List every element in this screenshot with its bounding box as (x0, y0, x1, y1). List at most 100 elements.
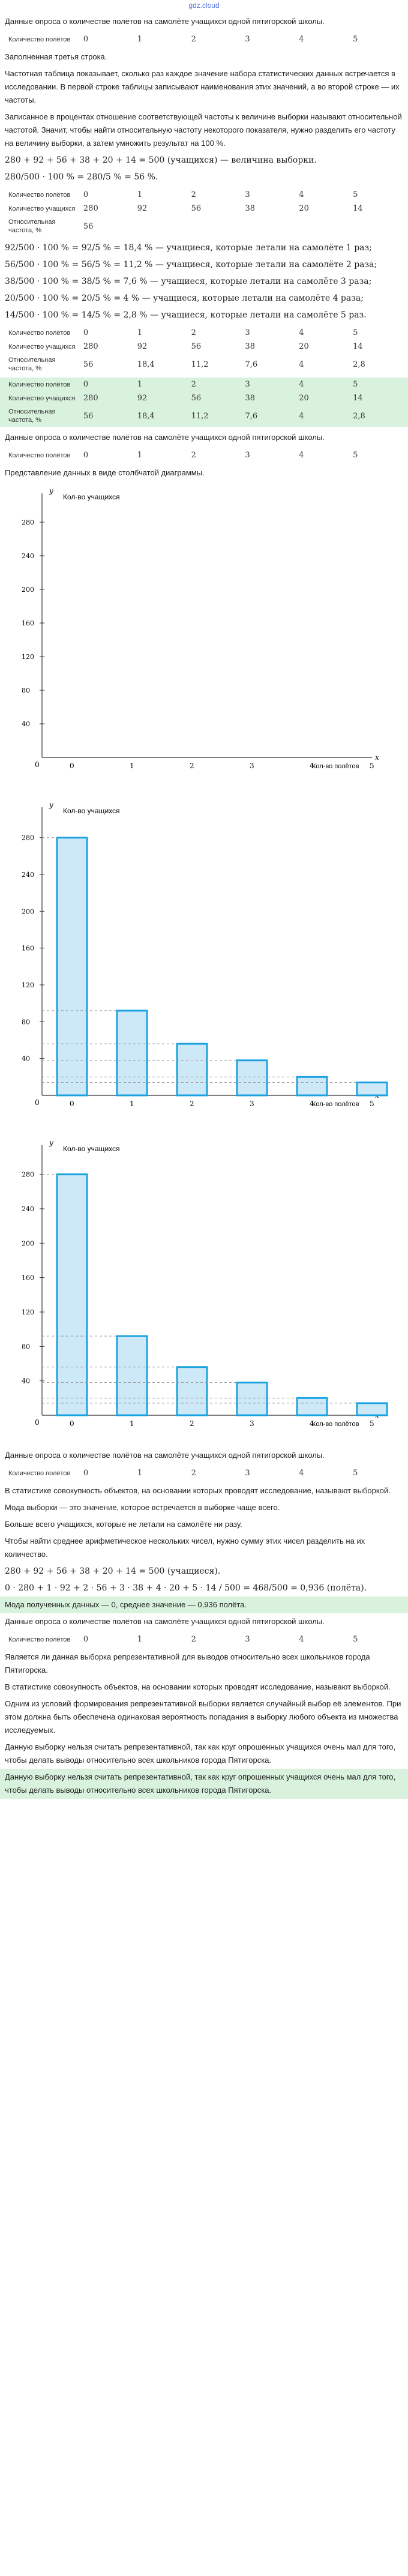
cell: 3 (245, 1469, 250, 1478)
site-header[interactable]: gdz.cloud (188, 1, 220, 10)
cell: 4 (299, 1469, 304, 1478)
y-tick-label: 40 (22, 1055, 30, 1063)
y-axis-label: Кол-во учащихся (63, 807, 120, 815)
formula: 280/500 · 100 % = 280/5 % = 56 %. (5, 172, 158, 182)
x-tick-label: 2 (190, 1419, 194, 1428)
x-tick-label: 0 (70, 762, 74, 770)
row-label: Количество полётов (8, 35, 71, 43)
paragraph: Заполненная третья строка. (5, 52, 107, 61)
paragraph: Является ли данная выборка репрезентатив… (5, 1652, 370, 1675)
cell: 2 (191, 190, 196, 199)
diagram-caption: Представление данных в виде столбчатой д… (5, 468, 205, 477)
x-tick-label: 2 (190, 1100, 194, 1108)
bar (236, 1059, 268, 1097)
cell: 1 (137, 1635, 142, 1644)
y-axis-letter: y (49, 801, 53, 809)
calc-line: 14/500 · 100 % = 14/5 % = 2,8 % — учащие… (5, 310, 367, 320)
cell: 1 (137, 35, 142, 44)
y-tick-label: 120 (22, 653, 34, 661)
bar (116, 1010, 148, 1097)
survey-table-1: Количество полётов 0 1 2 3 4 5 (5, 32, 403, 46)
row-label: Количество учащихся (8, 205, 76, 212)
bar (356, 1402, 388, 1416)
row-label: Количество полётов (8, 451, 71, 459)
cell: 3 (245, 190, 250, 199)
cell: 2,8 (353, 360, 365, 369)
cell: 14 (353, 342, 363, 351)
frequency-table-answer: Количество полётов 0 1 2 3 4 5 Количество учащ… (5, 378, 403, 427)
x-axis-letter: x (375, 753, 379, 762)
x-tick-label: 4 (310, 1419, 314, 1428)
paragraph: Одним из условий формирования репрезента… (5, 1699, 401, 1735)
cell: 4 (299, 411, 304, 421)
section-intro: Данные опроса о количестве полётов на са… (5, 1617, 325, 1626)
formula: 280 + 92 + 56 + 38 + 20 + 14 = 500 (учащ… (5, 155, 317, 165)
cell: 5 (353, 35, 358, 44)
cell: 14 (353, 204, 363, 213)
y-axis-label: Кол-во учащихся (63, 1145, 120, 1153)
cell: 1 (137, 328, 143, 337)
row-label: Относительная частота, % (8, 357, 56, 372)
x-axis-label: Кол-во полётов (312, 1421, 359, 1428)
origin-label: 0 (35, 1418, 40, 1427)
cell: 4 (299, 451, 304, 460)
cell: 4 (299, 35, 304, 44)
bar (296, 1397, 328, 1416)
y-tick-label: 80 (22, 1018, 30, 1026)
frequency-table-full: Количество полётов 0 1 2 3 4 5 Количество учащ… (5, 326, 403, 375)
y-tick-label: 240 (22, 871, 34, 879)
cell: 11,2 (191, 360, 209, 369)
origin-label: 0 (35, 760, 40, 769)
cell: 3 (245, 1635, 250, 1644)
bar (56, 1173, 88, 1416)
section-intro: Данные опроса о количестве полётов на са… (5, 1451, 325, 1460)
cell: 2 (191, 380, 196, 389)
x-tick-label: 1 (130, 762, 134, 770)
cell: 18,4 (137, 360, 155, 369)
x-tick-label: 3 (250, 762, 254, 770)
cell: 92 (137, 204, 148, 213)
calc-line: 92/500 · 100 % = 92/5 % = 18,4 % — учащи… (5, 243, 372, 253)
y-tick-label: 280 (22, 1171, 34, 1179)
paragraph: Данную выборку нельзя считать репрезента… (5, 1742, 396, 1765)
cell: 7,6 (245, 411, 258, 421)
cell: 38 (245, 394, 255, 403)
calc-line: 56/500 · 100 % = 56/5 % = 11,2 % — учащи… (5, 260, 377, 269)
answer-1: Мода полученных данных — 0, среднее знач… (0, 1596, 408, 1613)
cell: 5 (353, 1469, 358, 1478)
paragraph: Записанное в процентах отношение соответ… (5, 112, 402, 148)
chart-empty: y Кол-во учащихся x Кол-во полётов 0 40 80 120 1… (0, 481, 408, 795)
cell: 5 (353, 190, 358, 199)
x-tick-label: 2 (190, 762, 194, 770)
x-tick-label: 3 (250, 1100, 254, 1108)
cell: 2 (191, 1635, 196, 1644)
calc-line: 20/500 · 100 % = 20/5 % = 4 % — учащиеся… (5, 293, 364, 303)
y-tick-label: 200 (22, 586, 34, 594)
cell: 5 (353, 380, 358, 389)
row-label: Относительная частота, % (8, 408, 56, 424)
x-tick-label: 0 (70, 1419, 74, 1428)
row-label: Количество полётов (8, 381, 71, 388)
cell: 18,4 (137, 411, 155, 421)
cell: 38 (245, 204, 255, 213)
x-axis-label: Кол-во полётов (312, 1101, 359, 1108)
cell: 2 (191, 328, 196, 337)
cell: 92 (137, 342, 148, 351)
row-label: Количество учащихся (8, 343, 76, 351)
x-tick-label: 1 (130, 1100, 134, 1108)
y-tick-label: 80 (22, 1343, 30, 1350)
cell: 0 (83, 380, 89, 389)
y-tick-label: 280 (22, 834, 34, 842)
cell: 0 (83, 328, 89, 337)
bar (176, 1043, 208, 1097)
cell: 280 (83, 394, 98, 403)
paragraph: В статистике совокупность объектов, на о… (5, 1682, 391, 1691)
row-label: Количество полётов (8, 1469, 71, 1477)
cell: 56 (83, 411, 94, 421)
y-tick-label: 240 (22, 1205, 34, 1213)
y-tick-label: 40 (22, 1377, 30, 1385)
y-tick-label: 40 (22, 720, 30, 728)
cell: 3 (245, 451, 250, 460)
